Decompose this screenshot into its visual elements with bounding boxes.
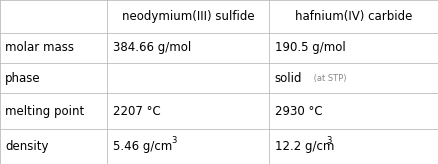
Text: 2207 °C: 2207 °C xyxy=(113,105,160,118)
Text: 12.2 g/cm: 12.2 g/cm xyxy=(275,140,334,153)
Text: 190.5 g/mol: 190.5 g/mol xyxy=(275,41,346,54)
Text: 5.46 g/cm: 5.46 g/cm xyxy=(113,140,172,153)
Text: (at STP): (at STP) xyxy=(311,74,346,83)
Text: phase: phase xyxy=(5,72,41,85)
Text: 3: 3 xyxy=(326,136,332,145)
Text: 384.66 g/mol: 384.66 g/mol xyxy=(113,41,191,54)
Text: hafnium(IV) carbide: hafnium(IV) carbide xyxy=(295,10,412,23)
Text: melting point: melting point xyxy=(5,105,85,118)
Text: solid: solid xyxy=(275,72,302,85)
Text: neodymium(III) sulfide: neodymium(III) sulfide xyxy=(122,10,254,23)
Text: 2930 °C: 2930 °C xyxy=(275,105,322,118)
Text: density: density xyxy=(5,140,49,153)
Text: molar mass: molar mass xyxy=(5,41,74,54)
Text: 3: 3 xyxy=(172,136,177,145)
